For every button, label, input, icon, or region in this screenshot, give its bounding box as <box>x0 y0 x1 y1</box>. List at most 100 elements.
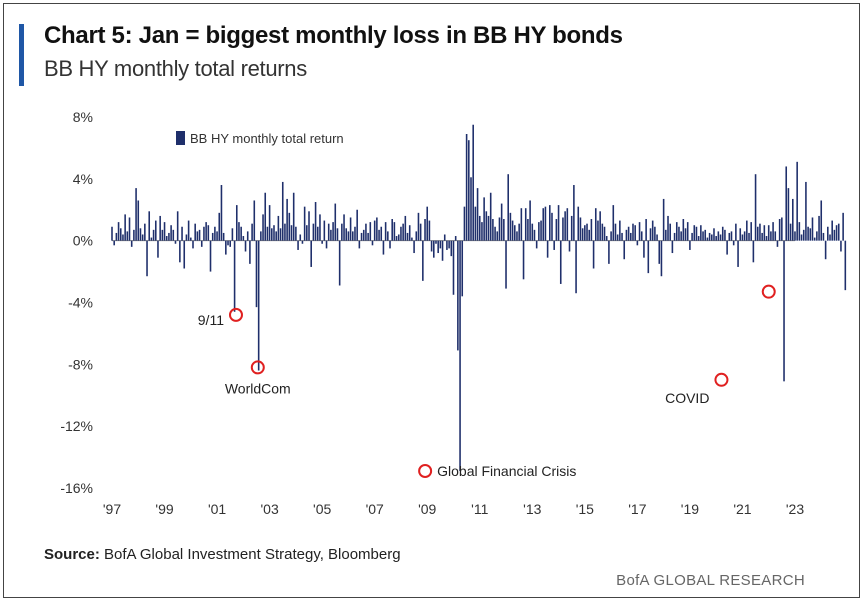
bar <box>369 222 372 241</box>
bar <box>527 219 529 241</box>
bar <box>478 215 481 241</box>
bar <box>255 240 258 308</box>
bar <box>752 240 755 263</box>
bar <box>765 236 768 241</box>
bar <box>408 225 411 241</box>
bar <box>463 206 466 241</box>
x-tick-label: '23 <box>786 501 804 517</box>
bar <box>439 240 442 249</box>
bar <box>284 223 286 241</box>
bar <box>835 225 838 241</box>
bar <box>465 134 468 241</box>
bar <box>207 225 210 241</box>
x-tick-label: '15 <box>576 501 594 517</box>
bar <box>163 222 166 241</box>
bar <box>190 237 192 241</box>
bar <box>627 226 630 241</box>
bar <box>472 124 474 241</box>
bar <box>220 185 223 241</box>
bar <box>811 217 814 241</box>
bar <box>194 223 196 241</box>
bar <box>533 229 536 241</box>
bar <box>614 223 617 241</box>
bar <box>599 211 601 241</box>
bar <box>667 215 669 241</box>
bar <box>168 232 170 241</box>
bar <box>840 240 842 252</box>
bar <box>708 232 711 241</box>
bar <box>684 228 687 241</box>
bar <box>743 231 746 241</box>
bar <box>231 228 234 241</box>
bar <box>816 231 818 241</box>
bar <box>802 229 805 241</box>
bar <box>345 228 348 241</box>
bar <box>314 202 317 241</box>
bar <box>792 198 794 241</box>
bar <box>577 206 580 241</box>
bar <box>807 226 809 241</box>
bar <box>833 229 836 241</box>
bar <box>776 240 779 247</box>
bar <box>503 219 505 241</box>
bar <box>115 232 118 241</box>
x-tick-label: '97 <box>103 501 121 517</box>
bar <box>485 211 488 241</box>
bar <box>789 223 792 241</box>
bar <box>319 214 321 241</box>
bar <box>391 219 393 241</box>
bar <box>426 206 429 241</box>
bar <box>459 240 461 471</box>
bar <box>277 215 280 241</box>
bar <box>292 192 295 241</box>
bar <box>437 240 439 254</box>
bar <box>365 223 367 241</box>
bar <box>441 240 444 261</box>
bar <box>739 228 742 241</box>
bar <box>461 240 464 297</box>
bar <box>179 240 181 263</box>
bar <box>785 166 788 241</box>
bar <box>586 223 588 241</box>
bar <box>356 209 358 241</box>
bar <box>732 240 735 246</box>
bar <box>756 226 759 241</box>
bar <box>564 211 566 241</box>
bar <box>211 232 214 241</box>
bar <box>829 234 831 241</box>
bar <box>809 228 812 241</box>
bar <box>400 226 402 241</box>
bar <box>235 205 238 241</box>
bar <box>229 240 231 247</box>
bar <box>645 219 647 241</box>
bar <box>133 229 135 241</box>
bar <box>787 188 790 241</box>
bar <box>141 234 144 241</box>
bar <box>794 231 796 241</box>
bar <box>452 240 455 295</box>
bar <box>597 220 599 241</box>
x-tick-label: '19 <box>681 501 699 517</box>
bar <box>774 231 777 241</box>
bar <box>656 234 658 241</box>
bar <box>584 225 586 241</box>
bar <box>660 240 663 277</box>
bar <box>358 240 361 249</box>
bar <box>778 219 781 241</box>
bar <box>264 192 267 241</box>
x-tick-label: '99 <box>155 501 173 517</box>
bar <box>625 229 628 241</box>
bar <box>678 226 680 241</box>
bar <box>805 181 807 241</box>
x-tick-label: '17 <box>628 501 646 517</box>
bar <box>144 223 146 241</box>
bar <box>205 222 207 241</box>
bar <box>798 222 801 241</box>
bar <box>170 225 172 241</box>
bar <box>538 222 540 241</box>
bar <box>126 231 129 241</box>
annotation-label: Global Financial Crisis <box>437 463 576 479</box>
bar <box>419 223 422 241</box>
bar <box>822 232 825 241</box>
y-tick-label: -8% <box>68 356 93 372</box>
